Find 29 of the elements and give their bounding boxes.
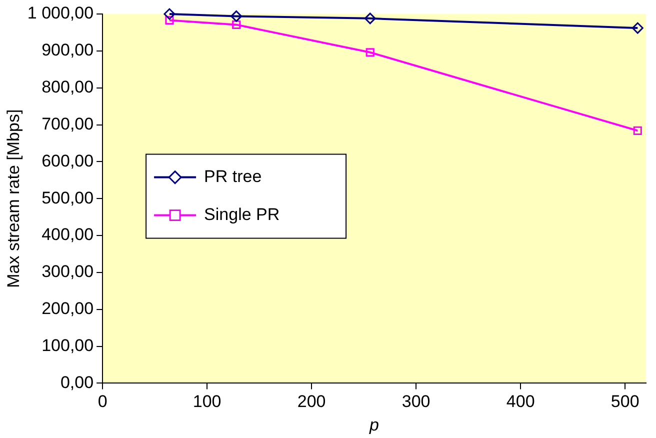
y-tick-label: 300,00 bbox=[42, 262, 94, 282]
y-tick-label: 100,00 bbox=[42, 336, 94, 355]
point bbox=[633, 126, 642, 135]
point bbox=[164, 8, 176, 20]
y-tick-label: 1 000,00 bbox=[27, 4, 94, 23]
x-axis-title: p bbox=[368, 416, 380, 435]
point bbox=[165, 16, 174, 25]
y-tick-label: 500,00 bbox=[42, 188, 94, 208]
x-tick-label: 200 bbox=[297, 392, 326, 412]
legend-label: PR tree bbox=[204, 166, 262, 186]
y-tick-label: 700,00 bbox=[42, 114, 94, 134]
legend-label: Single PR bbox=[204, 204, 280, 224]
point bbox=[230, 10, 242, 22]
point bbox=[632, 22, 644, 34]
x-tick-label: 100 bbox=[192, 392, 222, 412]
x-tick-label: 300 bbox=[402, 392, 430, 412]
y-tick-label: 900,00 bbox=[42, 40, 94, 60]
point bbox=[232, 20, 241, 29]
y-tick-label: 400,00 bbox=[42, 225, 94, 244]
x-tick-label: 0 bbox=[98, 392, 108, 412]
y-tick-label: 600,00 bbox=[42, 151, 94, 170]
y-tick-label: 0,00 bbox=[60, 372, 94, 392]
point bbox=[364, 12, 376, 24]
y-axis-title: Max stream rate [Mbps] bbox=[4, 109, 23, 288]
y-tick-label: 200,00 bbox=[42, 299, 94, 318]
x-tick-label: 500 bbox=[610, 392, 640, 412]
y-tick-label: 800,00 bbox=[42, 78, 94, 97]
x-tick-label: 400 bbox=[506, 392, 535, 412]
point bbox=[366, 48, 374, 57]
